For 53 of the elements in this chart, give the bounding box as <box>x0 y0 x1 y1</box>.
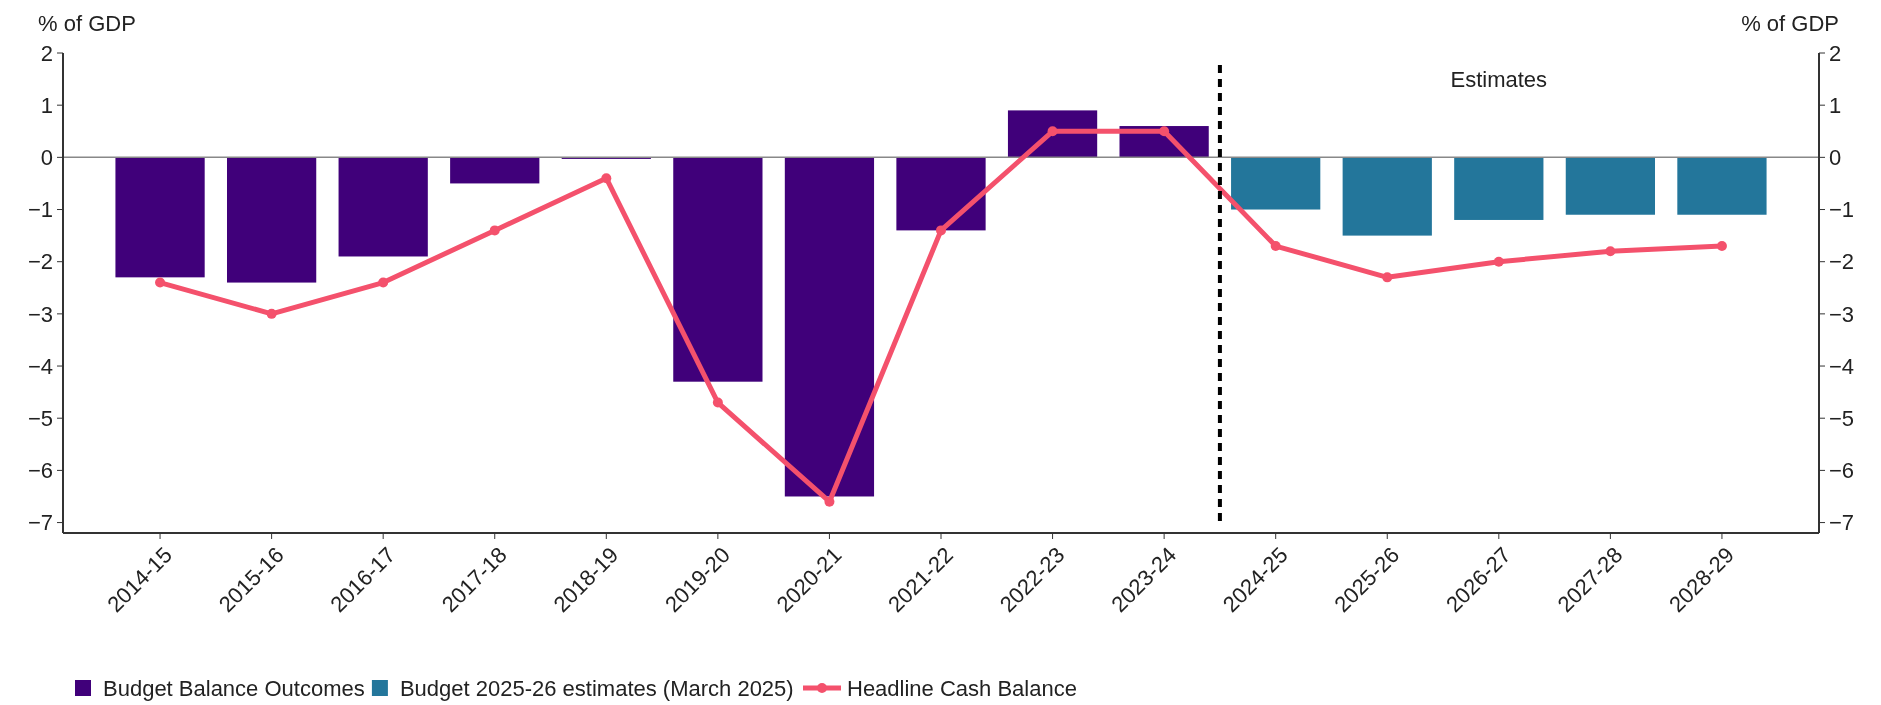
point <box>1605 246 1616 257</box>
bar <box>115 157 205 278</box>
y2-tick-label: −2 <box>1829 249 1855 275</box>
point <box>1493 256 1504 267</box>
legend-label: Budget 2025-26 estimates (March 2025) <box>399 675 794 701</box>
y2-tick-label: −1 <box>1829 197 1855 223</box>
bar <box>1565 157 1655 215</box>
point <box>1382 272 1393 283</box>
y2-tick-label: 1 <box>1829 92 1842 118</box>
y-tick-label: −2 <box>27 249 53 275</box>
y-tick-label: −5 <box>27 405 53 431</box>
point <box>824 496 835 507</box>
y2-tick-label: −7 <box>1829 510 1855 536</box>
bar <box>1454 157 1544 220</box>
bar <box>1231 157 1321 210</box>
legend-label: Headline Cash Balance <box>847 675 1077 701</box>
point <box>1716 241 1727 252</box>
y-tick-label: −3 <box>27 301 53 327</box>
point <box>155 277 166 288</box>
point <box>1047 126 1058 137</box>
y-axis-title: % of GDP <box>38 11 136 36</box>
y-tick-label: −7 <box>27 510 53 536</box>
y2-tick-label: 2 <box>1829 40 1842 66</box>
bar <box>784 157 875 497</box>
y2-tick-label: −3 <box>1829 301 1855 327</box>
bar <box>1342 157 1432 236</box>
point <box>266 308 277 319</box>
bar <box>450 157 540 184</box>
y-tick-label: −4 <box>27 353 53 379</box>
point <box>936 225 946 236</box>
y-tick-label: −6 <box>27 458 53 484</box>
point <box>378 277 389 288</box>
bar <box>1677 157 1767 215</box>
legend-label: Budget Balance Outcomes <box>103 675 365 701</box>
bar <box>896 157 986 231</box>
point <box>1159 126 1170 137</box>
bar <box>673 157 763 382</box>
y2-tick-label: −4 <box>1829 353 1855 379</box>
y-tick-label: 1 <box>40 92 53 118</box>
y2-tick-label: 0 <box>1829 145 1842 171</box>
y2-tick-label: −5 <box>1829 405 1855 431</box>
bar <box>338 157 428 257</box>
y2-tick-label: −6 <box>1829 458 1855 484</box>
y-tick-label: 2 <box>40 40 53 66</box>
point <box>1270 241 1281 252</box>
point <box>601 173 612 184</box>
annotation: Estimates <box>1450 66 1548 92</box>
y-tick-label: −1 <box>27 197 53 223</box>
y2-axis-title: % of GDP <box>1741 11 1839 36</box>
point <box>489 225 500 236</box>
y-tick-label: 0 <box>40 145 53 171</box>
point <box>712 397 723 408</box>
bar <box>227 157 317 283</box>
